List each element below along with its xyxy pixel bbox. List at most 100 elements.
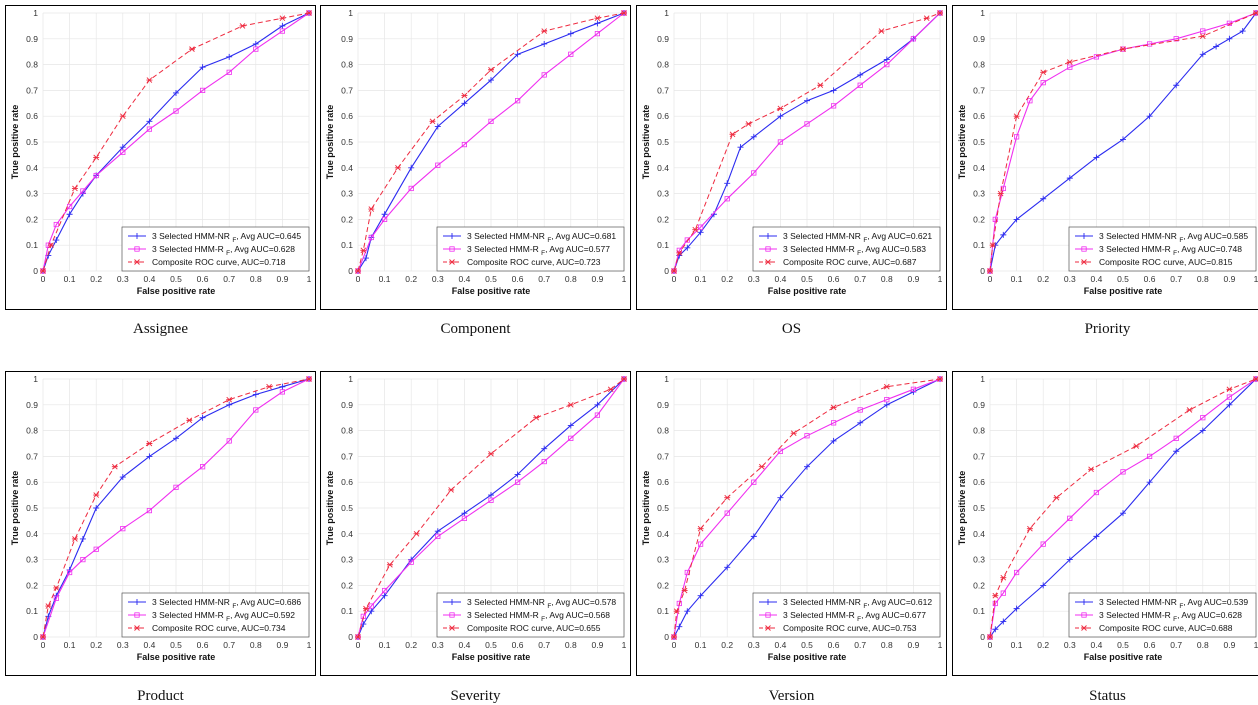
data-point-r xyxy=(541,72,547,78)
roc-chart: 0 0.1 0.2 0.3 0.4 0.5 0.6 0.7 0.8 0.9 1 0 0.1 0.2 0.3 0… xyxy=(10,374,312,662)
data-point-composite xyxy=(386,561,393,568)
roc-panel-status: 0 0.1 0.2 0.3 0.4 0.5 0.6 0.7 0.8 0.9 1 0 0.1 0.2 0.3 0… xyxy=(952,371,1258,676)
data-point-composite xyxy=(429,118,436,125)
legend-marker-composite xyxy=(1081,625,1087,631)
legend-box xyxy=(1068,226,1257,272)
data-point-r xyxy=(488,497,494,503)
data-point-nr xyxy=(93,505,100,511)
y-tick-label: 0.5 xyxy=(657,137,669,147)
y-tick-label: 0.4 xyxy=(973,529,985,539)
series-line-r xyxy=(673,378,941,638)
x-tick-label: 0.9 xyxy=(1223,274,1235,284)
roc-panel-component: 0 0.1 0.2 0.3 0.4 0.5 0.6 0.7 0.8 0.9 1 0 0.1 0.2 0.3 0… xyxy=(320,5,631,310)
legend-label-nr: 3 Selected HMM-NR F, Avg AUC=0.578 xyxy=(467,597,616,610)
y-tick-label: 0 xyxy=(348,266,353,276)
data-point-composite xyxy=(362,605,369,612)
figure-caption: Status xyxy=(1089,688,1126,704)
y-tick-label: 0.6 xyxy=(657,111,669,121)
data-point-nr xyxy=(804,463,810,470)
legend-label-composite: Composite ROC curve, AUC=0.687 xyxy=(783,257,917,267)
data-point-composite xyxy=(541,28,548,34)
grid xyxy=(42,378,310,638)
data-point-composite xyxy=(488,451,494,457)
data-point-composite xyxy=(745,121,752,127)
y-tick-label: 0.5 xyxy=(341,137,353,147)
data-point-composite xyxy=(989,242,996,249)
figure-caption: Severity xyxy=(450,688,501,704)
x-tick-label: 0 xyxy=(988,640,993,650)
series-line-composite xyxy=(357,378,625,638)
y-tick-label: 0.5 xyxy=(26,137,38,147)
y-tick-label: 0.8 xyxy=(341,60,353,70)
data-point-composite xyxy=(1226,386,1233,393)
data-point-composite xyxy=(146,77,153,83)
y-axis-label: True positive rate xyxy=(641,105,651,180)
series-composite xyxy=(671,10,943,274)
y-tick-label: 0.8 xyxy=(973,426,985,436)
x-tick-label: 0.9 xyxy=(907,274,919,284)
data-point-composite xyxy=(355,634,361,640)
data-point-nr xyxy=(684,608,691,615)
roc-panel-assignee: 0 0.1 0.2 0.3 0.4 0.5 0.6 0.7 0.8 0.9 1 0 0.1 0.2 0.3 0… xyxy=(5,5,316,310)
data-point-nr xyxy=(381,592,388,599)
data-point-r xyxy=(1226,394,1233,400)
data-point-composite xyxy=(47,242,54,249)
x-tick-label: 0.9 xyxy=(907,640,919,650)
x-tick-label: 0.1 xyxy=(379,640,391,650)
y-tick-label: 0 xyxy=(980,632,985,642)
series-nr xyxy=(671,376,943,640)
x-tick-label: 0.9 xyxy=(276,640,288,650)
legend-marker-nr xyxy=(449,599,455,605)
data-point-nr xyxy=(173,89,179,96)
series-r xyxy=(355,10,627,274)
data-point-composite xyxy=(621,10,627,16)
data-point-composite xyxy=(1253,376,1258,382)
data-point-composite xyxy=(697,525,704,532)
data-point-composite xyxy=(355,268,361,274)
data-point-nr xyxy=(362,255,369,262)
data-point-r xyxy=(804,433,810,439)
x-tick-label: 0 xyxy=(356,274,361,284)
data-point-r xyxy=(382,587,388,594)
data-point-composite xyxy=(817,82,824,89)
data-point-nr xyxy=(1213,43,1220,50)
data-point-r xyxy=(67,569,73,576)
data-point-composite xyxy=(1066,59,1073,65)
y-tick-label: 0.3 xyxy=(973,555,985,565)
legend-label-r: 3 Selected HMM-R F, Avg AUC=0.577 xyxy=(467,244,610,257)
x-tick-label: 0.6 xyxy=(197,640,209,650)
roc-chart: 0 0.1 0.2 0.3 0.4 0.5 0.6 0.7 0.8 0.9 1 0 0.1 0.2 0.3 0… xyxy=(957,374,1258,662)
data-point-nr xyxy=(408,164,415,171)
legend-marker-nr xyxy=(765,599,771,605)
data-point-nr xyxy=(777,113,784,120)
data-point-r xyxy=(1067,515,1073,521)
y-tick-label: 0.7 xyxy=(26,85,38,95)
data-point-nr xyxy=(857,71,864,78)
x-tick-label: 1 xyxy=(307,274,312,284)
data-point-nr xyxy=(804,97,810,104)
y-tick-label: 1 xyxy=(980,374,985,384)
data-point-r xyxy=(120,526,126,532)
series-line-composite xyxy=(989,378,1257,638)
data-point-r xyxy=(199,464,206,470)
y-tick-label: 0 xyxy=(33,266,38,276)
data-point-nr xyxy=(66,211,73,218)
data-point-r xyxy=(541,458,547,465)
roc-chart: 0 0.1 0.2 0.3 0.4 0.5 0.6 0.7 0.8 0.9 1 0 0.1 0.2 0.3 0… xyxy=(325,8,627,296)
data-point-r xyxy=(279,28,286,34)
x-tick-label: 0.1 xyxy=(695,640,707,650)
series-line-r xyxy=(673,12,941,272)
data-point-composite xyxy=(621,376,627,382)
data-point-composite xyxy=(987,634,993,640)
x-tick-label: 0.5 xyxy=(801,274,813,284)
data-point-r xyxy=(751,479,757,485)
legend-label-r: 3 Selected HMM-R F, Avg AUC=0.748 xyxy=(1099,244,1242,257)
legend-label-nr: 3 Selected HMM-NR F, Avg AUC=0.681 xyxy=(467,231,616,244)
x-tick-label: 0.2 xyxy=(405,274,417,284)
data-point-nr xyxy=(488,492,494,499)
data-point-composite xyxy=(239,23,246,29)
data-point-composite xyxy=(146,440,153,447)
data-point-composite xyxy=(607,386,614,393)
data-point-composite xyxy=(306,376,312,382)
y-tick-label: 0.3 xyxy=(341,189,353,199)
